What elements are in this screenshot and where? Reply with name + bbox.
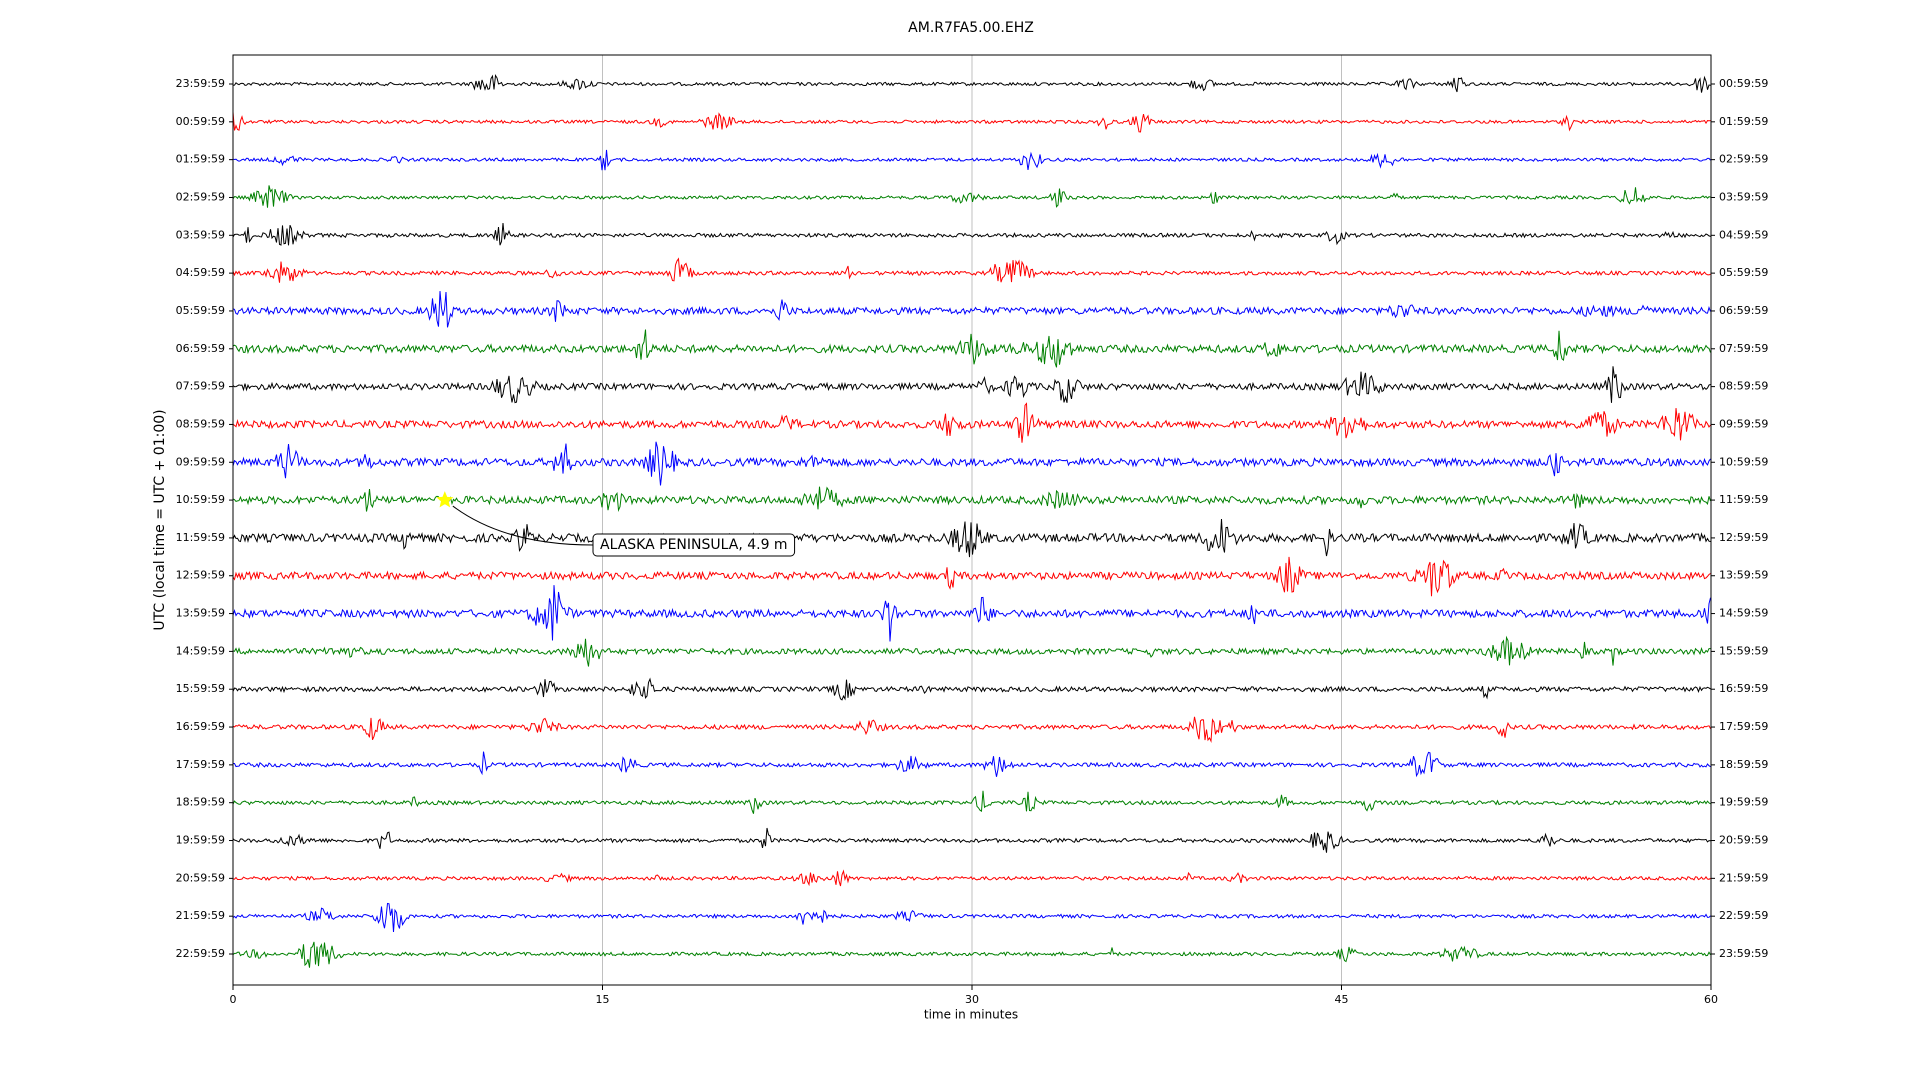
y-tick-label: 23:59:59 bbox=[176, 77, 225, 90]
event-marker bbox=[436, 491, 454, 508]
y-tick-label: 00:59:59 bbox=[176, 115, 225, 128]
y-tick-label: 12:59:59 bbox=[176, 569, 225, 582]
chart-title: AM.R7FA5.00.EHZ bbox=[908, 20, 1034, 36]
plot-frame bbox=[232, 54, 1712, 986]
x-axis-label: time in minutes bbox=[924, 1008, 1018, 1022]
trace bbox=[232, 366, 1711, 404]
y-tick-label: 19:59:59 bbox=[176, 834, 225, 847]
y-tick-label: 04:59:59 bbox=[176, 266, 225, 279]
trace bbox=[232, 402, 1711, 443]
y-tick-label: 05:59:59 bbox=[176, 304, 225, 317]
y-tick-label: 17:59:59 bbox=[176, 758, 225, 771]
y-tick-label: 11:59:59 bbox=[176, 531, 225, 544]
trace bbox=[232, 869, 1711, 887]
x-tick-label: 0 bbox=[230, 993, 237, 1006]
y-tick-label: 06:59:59 bbox=[176, 342, 225, 355]
y-tick-label: 16:59:59 bbox=[176, 720, 225, 733]
y2-tick-label: 04:59:59 bbox=[1719, 228, 1768, 241]
y2-tick-label: 12:59:59 bbox=[1719, 531, 1768, 544]
y-tick-label: 22:59:59 bbox=[176, 947, 225, 960]
y-axis-label: UTC (local time = UTC + 01:00) bbox=[152, 409, 168, 630]
y-tick-label: 10:59:59 bbox=[176, 493, 225, 506]
trace bbox=[232, 441, 1711, 486]
y2-tick-label: 11:59:59 bbox=[1719, 493, 1768, 506]
trace bbox=[232, 486, 1711, 513]
y-tick-label: 21:59:59 bbox=[176, 909, 225, 922]
y2-tick-label: 19:59:59 bbox=[1719, 796, 1768, 809]
trace bbox=[232, 329, 1711, 368]
y2-tick-label: 00:59:59 bbox=[1719, 77, 1768, 90]
x-tick-label: 30 bbox=[965, 993, 979, 1006]
trace bbox=[232, 257, 1711, 283]
y2-tick-label: 08:59:59 bbox=[1719, 380, 1768, 393]
trace bbox=[232, 585, 1711, 642]
trace bbox=[232, 149, 1711, 171]
trace bbox=[232, 222, 1711, 246]
y2-tick-label: 18:59:59 bbox=[1719, 758, 1768, 771]
x-tick-label: 15 bbox=[596, 993, 610, 1006]
y2-tick-label: 09:59:59 bbox=[1719, 417, 1768, 430]
y-tick-label: 03:59:59 bbox=[176, 228, 225, 241]
y2-tick-label: 22:59:59 bbox=[1719, 909, 1768, 922]
y2-tick-label: 06:59:59 bbox=[1719, 304, 1768, 317]
y2-tick-label: 14:59:59 bbox=[1719, 607, 1768, 620]
y2-tick-label: 05:59:59 bbox=[1719, 266, 1768, 279]
y2-tick-label: 07:59:59 bbox=[1719, 342, 1768, 355]
y-tick-label: 07:59:59 bbox=[176, 380, 225, 393]
trace bbox=[232, 902, 1711, 933]
trace bbox=[233, 751, 1711, 778]
y-tick-label: 14:59:59 bbox=[176, 644, 225, 657]
y2-tick-label: 21:59:59 bbox=[1719, 871, 1768, 884]
x-tick-label: 45 bbox=[1335, 993, 1349, 1006]
y-tick-label: 13:59:59 bbox=[176, 607, 225, 620]
trace bbox=[232, 716, 1711, 744]
y-tick-label: 18:59:59 bbox=[176, 796, 225, 809]
annotation-box bbox=[592, 533, 796, 557]
trace bbox=[232, 185, 1711, 208]
y2-tick-label: 15:59:59 bbox=[1719, 644, 1768, 657]
y2-tick-label: 17:59:59 bbox=[1719, 720, 1768, 733]
y2-tick-label: 10:59:59 bbox=[1719, 455, 1768, 468]
annotation-arrow bbox=[452, 505, 594, 546]
y2-tick-label: 01:59:59 bbox=[1719, 115, 1768, 128]
y-tick-label: 02:59:59 bbox=[176, 190, 225, 203]
y2-tick-label: 16:59:59 bbox=[1719, 682, 1768, 695]
trace bbox=[232, 635, 1711, 667]
trace bbox=[232, 74, 1711, 93]
y2-tick-label: 23:59:59 bbox=[1719, 947, 1768, 960]
trace bbox=[232, 556, 1711, 597]
y2-tick-label: 03:59:59 bbox=[1719, 190, 1768, 203]
trace bbox=[232, 827, 1711, 853]
annotation-label: ALASKA PENINSULA, 4.9 m bbox=[600, 537, 788, 553]
trace bbox=[232, 941, 1711, 968]
y-tick-label: 09:59:59 bbox=[176, 455, 225, 468]
trace bbox=[232, 291, 1711, 328]
trace bbox=[232, 677, 1711, 701]
trace bbox=[232, 790, 1711, 814]
y-tick-label: 15:59:59 bbox=[176, 682, 225, 695]
trace bbox=[232, 111, 1711, 133]
y2-tick-label: 20:59:59 bbox=[1719, 834, 1768, 847]
y-tick-label: 08:59:59 bbox=[176, 417, 225, 430]
x-tick-label: 60 bbox=[1704, 993, 1718, 1006]
y2-tick-label: 02:59:59 bbox=[1719, 153, 1768, 166]
y-tick-label: 20:59:59 bbox=[176, 871, 225, 884]
y2-tick-label: 13:59:59 bbox=[1719, 569, 1768, 582]
y-tick-label: 01:59:59 bbox=[176, 153, 225, 166]
trace bbox=[232, 518, 1711, 558]
